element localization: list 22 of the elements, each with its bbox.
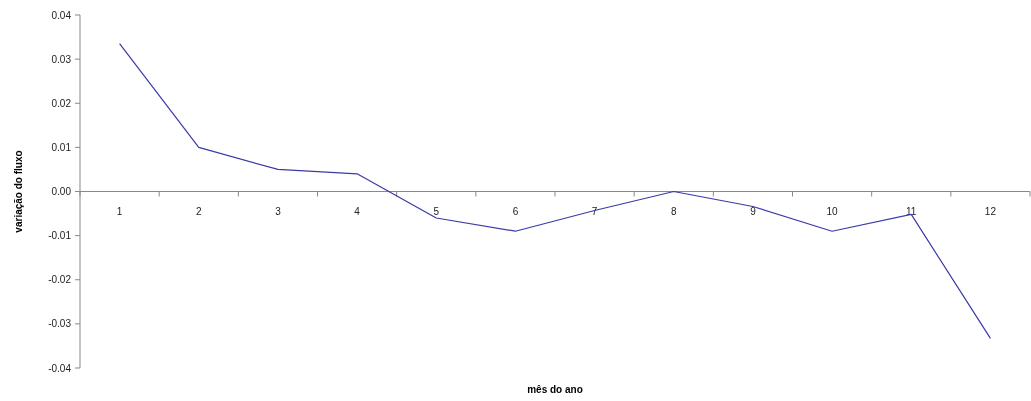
y-tick-label: 0.02 [51, 97, 72, 109]
y-tick-label: -0.01 [48, 230, 72, 242]
x-tick-label: 7 [591, 205, 598, 217]
y-axis-title: variação do fluxo [13, 150, 24, 233]
y-tick-label: -0.02 [48, 274, 72, 286]
x-tick-label: 10 [826, 205, 839, 217]
x-tick-label: 8 [670, 205, 677, 217]
y-tick-label: -0.04 [48, 362, 72, 374]
x-axis-title: mês do ano [527, 384, 583, 395]
x-tick-label: 3 [275, 205, 282, 217]
x-tick-label: 2 [195, 205, 202, 217]
x-tick-label: 9 [750, 205, 757, 217]
y-tick-label: 0.01 [51, 141, 72, 153]
x-tick-label: 12 [984, 205, 997, 217]
y-tick-label: 0.00 [51, 186, 72, 197]
x-tick-label: 1 [116, 205, 123, 217]
x-tick-label: 4 [354, 205, 361, 217]
x-tick-label: 6 [512, 205, 519, 217]
y-tick-label: 0.03 [51, 53, 72, 65]
y-tick-label: -0.03 [48, 318, 72, 330]
x-tick-label: 5 [433, 205, 440, 217]
y-tick-label: 0.04 [51, 9, 72, 21]
